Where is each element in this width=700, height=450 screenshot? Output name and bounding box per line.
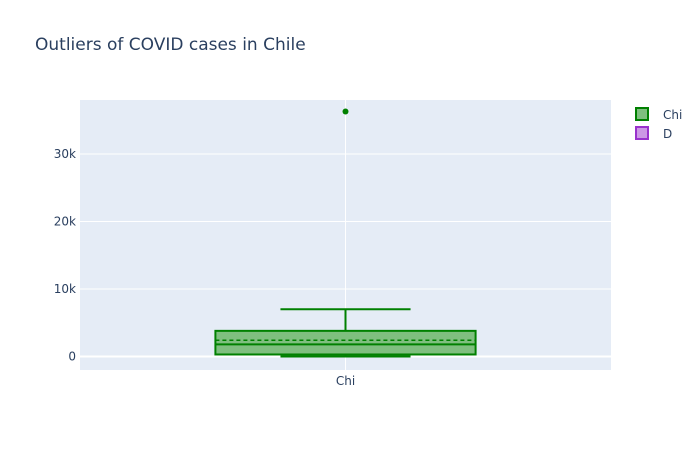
legend-item-2[interactable]: D <box>635 126 672 141</box>
chart-title: Outliers of COVID cases in Chile <box>35 35 306 55</box>
x-tick-label: Chi <box>336 374 355 388</box>
legend-label: Chi <box>663 108 682 122</box>
legend-swatch <box>635 126 649 140</box>
box-iqr <box>214 329 477 356</box>
y-tick-label: 10k <box>54 282 76 296</box>
outlier-point-0 <box>342 108 349 115</box>
legend-swatch <box>635 107 649 121</box>
y-axis-ticks: 0 10k 20k 30k <box>54 147 76 364</box>
legend[interactable]: Chi D <box>635 107 682 141</box>
legend-label: D <box>663 127 672 141</box>
legend-item-1[interactable]: Chi <box>635 107 682 122</box>
box-plot <box>214 108 477 358</box>
y-tick-label: 30k <box>54 147 76 161</box>
y-tick-label: 0 <box>68 350 76 364</box>
y-tick-label: 20k <box>54 215 76 229</box>
x-axis-ticks: Chi <box>336 374 355 388</box>
